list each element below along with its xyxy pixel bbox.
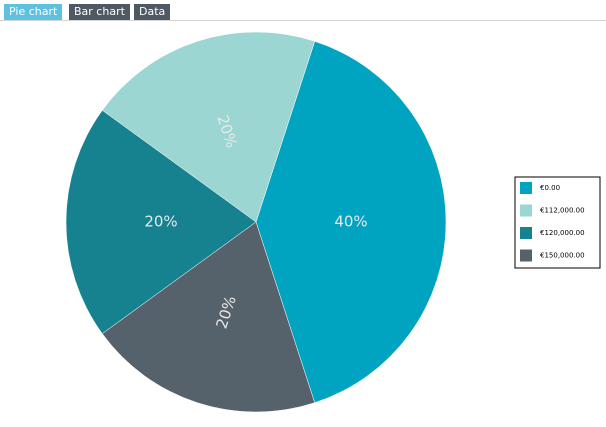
pie-slice [101, 31, 316, 223]
pie-slice [65, 109, 257, 335]
tab[interactable]: Bar chart [69, 4, 130, 20]
tab-bar: Pie chart Bar chart Data [0, 0, 606, 21]
legend-swatch [520, 249, 532, 262]
tab[interactable]: Data [134, 4, 171, 20]
legend-swatch [520, 227, 532, 239]
data-label: 20% [144, 213, 177, 231]
legend-swatch [520, 204, 532, 217]
legend-label: €0.00 [540, 184, 560, 192]
legend-swatch [520, 182, 532, 194]
legend-label: €112,000.00 [540, 207, 585, 215]
data-label: 40% [334, 213, 367, 231]
legend-label: €150,000.00 [540, 252, 585, 260]
pie-slice [101, 221, 316, 413]
tab[interactable]: Pie chart [4, 4, 63, 20]
legend-label: €120,000.00 [540, 229, 585, 237]
pie-slice [255, 40, 447, 404]
